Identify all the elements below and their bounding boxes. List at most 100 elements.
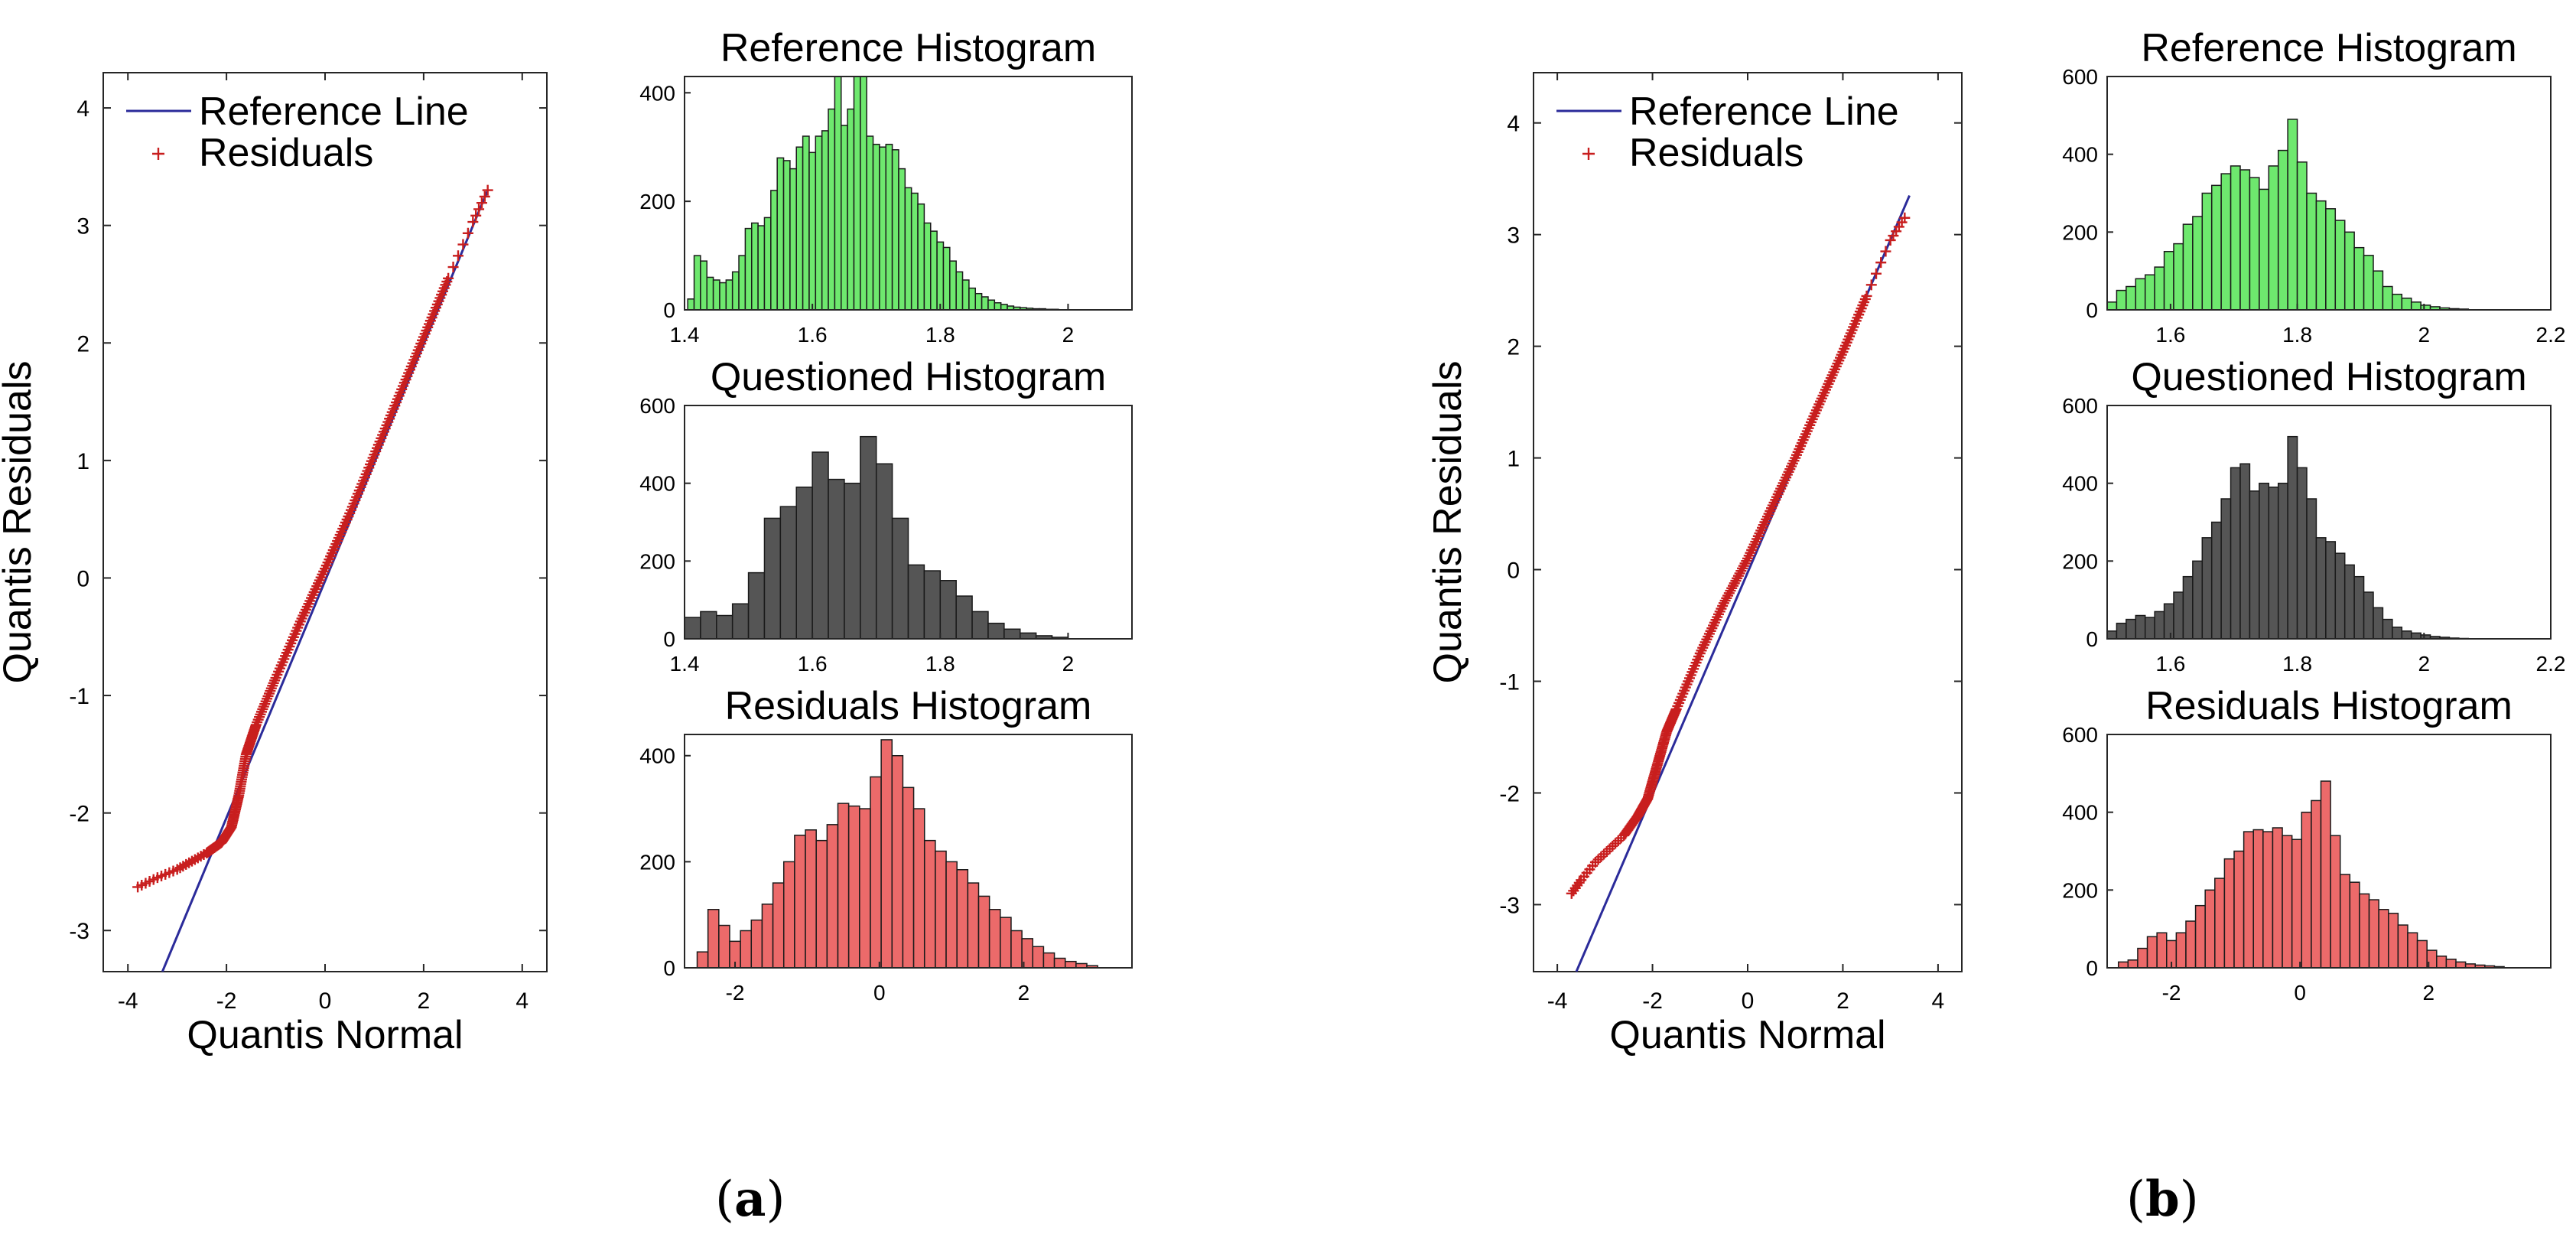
hist-a-questioned-bar <box>763 517 782 639</box>
qq-a-residual-markers <box>132 184 493 893</box>
hist-b-residuals-bar <box>2252 829 2264 968</box>
qq-b-x-tick-label: 4 <box>1932 988 1945 1014</box>
hist-b-questioned-axes-box <box>2106 405 2552 640</box>
qq-b-residual-marker <box>1871 268 1882 279</box>
hist-a-reference-bar <box>795 146 804 310</box>
qq-b-residual-marker <box>1721 592 1732 604</box>
hist-a-residuals-x-tick-label: -2 <box>726 981 745 1005</box>
hist-b-residuals-bar <box>2262 831 2274 968</box>
hist-a-reference-bar <box>1000 304 1008 310</box>
hist-b-questioned-bar <box>2296 467 2308 639</box>
hist-a-residuals-bar <box>782 861 795 968</box>
qq-b-legend-residuals: Residuals <box>1629 131 1804 175</box>
qq-b-residual-marker <box>1739 558 1751 569</box>
hist-a-reference-y-tick-label: 0 <box>663 298 675 322</box>
qq-b-ylabel: Quantis Residuals <box>1426 361 1470 684</box>
qq-b-residual-marker <box>1732 572 1743 584</box>
qq-b-residual-marker <box>1719 595 1731 607</box>
hist-a-reference-bars <box>687 77 1059 310</box>
hist-b-reference-bar <box>2315 200 2327 310</box>
qq-a-y-tick-label: -2 <box>69 802 89 827</box>
qq-b-residual-marker <box>1727 580 1738 591</box>
hist-a-reference-bar <box>693 255 701 310</box>
hist-a-reference-bar <box>885 143 893 310</box>
hist-b-reference-x-tick-label: 1.8 <box>2282 323 2312 347</box>
hist-b-residuals-bar <box>2214 878 2226 968</box>
hist-b-reference-bar <box>2249 177 2260 310</box>
hist-a-questioned-bars <box>685 435 1069 639</box>
hist-a-reference-bar <box>757 225 766 310</box>
qq-b-residual-marker <box>1880 246 1891 257</box>
hist-a-residuals-bar <box>696 951 709 968</box>
qq-b-residual-marker <box>1718 598 1729 609</box>
hist-b-questioned-bar <box>2363 591 2374 639</box>
panel-label-b: (b) <box>2126 1171 2199 1228</box>
hist-a-residuals-bar <box>826 824 839 968</box>
hist-a-questioned-y-tick-label: 400 <box>639 472 675 496</box>
hist-a-questioned-bar <box>907 564 925 639</box>
qq-a-x-tick-label: 4 <box>516 988 529 1014</box>
qq-a-residual-marker <box>262 690 274 702</box>
hist-b-questioned-bar <box>2392 627 2403 639</box>
hist-a-reference-bar <box>706 276 714 310</box>
qq-a-residual-marker <box>252 714 264 725</box>
hist-a-reference-bar <box>731 271 740 310</box>
qq-a-residual-marker <box>252 717 263 728</box>
qq-b-residual-marker <box>1734 568 1745 579</box>
hist-b-residuals-bars <box>2117 780 2505 968</box>
qq-b-xlabel: Quantis Normal <box>1609 1013 1885 1057</box>
hist-a-questioned-bar <box>971 611 989 639</box>
qq-b-legend-reference-line: Reference Line <box>1629 90 1899 134</box>
hist-b-questioned-bar <box>2154 611 2165 639</box>
hist-b-reference-bar <box>2144 274 2155 310</box>
hist-a-reference-x-tick-label: 1.6 <box>798 323 828 347</box>
hist-a-residuals-bar <box>718 924 730 968</box>
hist-a-residuals-bar <box>891 754 904 968</box>
hist-a-reference-x-tick-label: 2 <box>1062 323 1075 347</box>
hist-b-reference-bar <box>2182 223 2194 310</box>
qq-a-x-tick-label: 0 <box>319 988 332 1014</box>
hist-b-questioned-x-tick-label: 2.2 <box>2536 652 2566 676</box>
qq-b-y-tick-label: -3 <box>1499 893 1520 918</box>
hist-b-reference-bar <box>2382 285 2393 310</box>
hist-a-reference-bar <box>942 246 951 310</box>
hist-a-reference-bar <box>802 135 810 310</box>
qq-b-x-tick-label: -2 <box>1642 988 1663 1014</box>
qq-a-residual-marker <box>267 680 278 692</box>
hist-a-reference-bar <box>712 279 720 310</box>
qq-a-residual-marker <box>257 703 268 715</box>
hist-a-residuals-bar <box>1086 965 1098 968</box>
hist-b-questioned-bar <box>2239 463 2251 639</box>
qq-a-residual-marker <box>268 677 279 689</box>
hist-b-residuals-bar <box>2339 874 2351 968</box>
hist-b-questioned-bar <box>2144 617 2155 639</box>
hist-b-reference-bar <box>2230 165 2241 310</box>
hist-b-residuals-bar <box>2117 961 2129 968</box>
qq-a-y-tick-label: -3 <box>69 919 89 944</box>
hist-a-questioned-bar <box>828 478 845 639</box>
hist-a-questioned-y-tick-label: 200 <box>639 549 675 573</box>
qq-b-y-tick-label: 3 <box>1507 223 1520 249</box>
hist-b-questioned-bars <box>2107 435 2470 639</box>
qq-a-ylabel: Quantis Residuals <box>0 361 40 684</box>
hist-a-residuals-bar <box>977 895 990 968</box>
hist-a-residuals-bar <box>794 834 806 968</box>
hist-b-questioned-bar <box>2173 591 2184 639</box>
hist-b-residuals-bar <box>2233 850 2245 968</box>
hist-b-questioned-y-tick-label: 0 <box>2086 627 2098 651</box>
hist-a-reference-bar <box>936 241 945 310</box>
hist-a-residuals-bar <box>880 739 893 968</box>
hist-b-questioned-bar <box>2259 482 2270 639</box>
hist-a-reference-bar <box>719 282 727 310</box>
hist-b-residuals-bar <box>2272 827 2283 968</box>
hist-b-questioned-bar <box>2277 482 2288 639</box>
hist-a-residuals-bar <box>1032 946 1045 968</box>
qq-b-residual-markers <box>1566 212 1911 899</box>
hist-a-reference-bar <box>821 130 829 310</box>
hist-a-reference-bar <box>898 168 906 310</box>
hist-a-residuals-x-tick-label: 2 <box>1018 981 1030 1005</box>
hist-a-residuals-axes-box <box>684 734 1133 969</box>
hist-a-residuals-bar <box>1053 957 1066 968</box>
hist-b-reference-y-tick-label: 400 <box>2062 143 2098 167</box>
qq-b-residual-marker <box>1865 279 1877 291</box>
